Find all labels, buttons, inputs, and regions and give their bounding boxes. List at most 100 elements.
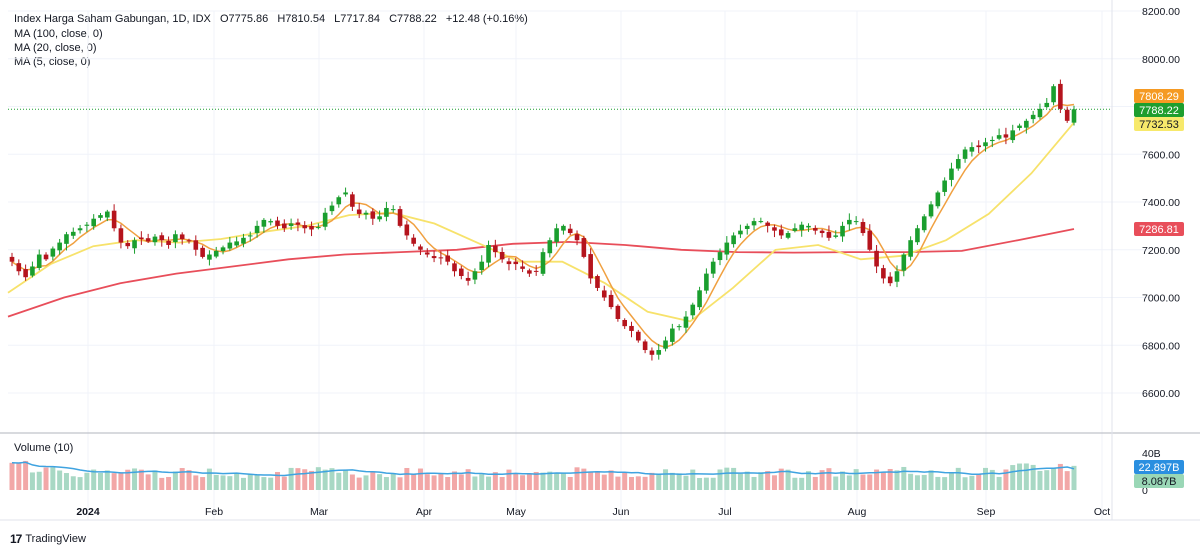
volume-bar [948,473,954,490]
symbol-title: Index Harga Saham Gabungan, 1D, IDX [14,13,211,25]
price-tick-label: 7400.00 [1142,197,1180,209]
candle-body [288,223,294,226]
candle-body [343,192,348,195]
tradingview-brand[interactable]: 17 TradingView [10,532,86,546]
candle-body [30,266,35,276]
ma20-legend[interactable]: MA (20, close, 0) [14,42,97,54]
candle-body [213,250,219,257]
candle-body [445,255,450,262]
volume-bar [404,467,410,490]
volume-bar [989,469,995,490]
volume-bar [104,470,110,490]
volume-bar [343,470,349,490]
volume-bar [635,476,641,490]
price-tick-label: 6800.00 [1142,340,1180,352]
ma100-legend[interactable]: MA (100, close, 0) [14,28,103,40]
volume-bar [560,472,566,490]
candle-body [57,242,62,251]
candle-body [731,235,736,245]
candle-body [642,341,648,351]
candle-body [990,139,995,142]
volume-ma-tag: 22.897B [1139,462,1180,474]
candle-body [785,233,791,238]
volume-bar [894,470,900,490]
price-tick-label: 7600.00 [1142,149,1180,161]
volume-bar [98,472,103,490]
candle-body [64,234,69,244]
time-tick-label: May [506,506,527,518]
brand-name: TradingView [25,533,86,545]
volume-bar [622,472,628,490]
candle-body [615,305,621,319]
candle-body [928,204,934,217]
candle-body [976,145,981,148]
volume-bar [138,469,144,490]
candle-body [125,242,131,247]
volume-bar [63,473,69,490]
candle-body [588,254,593,279]
candle-body [118,228,124,243]
volume-bar [833,476,839,490]
candle-body [527,270,532,274]
candle-body [275,220,280,226]
volume-bar [193,475,199,490]
chart-legend: Index Harga Saham Gabungan, 1D, IDX O777… [14,13,534,25]
candle-body [397,209,403,226]
candle-body [601,290,607,298]
volume-bar [172,471,178,490]
volume-bar [268,477,274,490]
volume-bar [642,476,648,490]
candle-body [697,290,702,308]
candle-body [595,276,600,288]
volume-bar [928,470,934,490]
volume-legend[interactable]: Volume (10) [14,442,74,454]
volume-bar [438,473,444,490]
volume-ma-line [11,461,1075,477]
price-tick-label: 8000.00 [1142,54,1180,66]
candle-body [91,218,96,227]
time-tick-label: 2024 [76,506,100,518]
candle-body [390,209,396,211]
candle-body [758,221,764,223]
candle-body [921,216,927,231]
candle-body [1051,86,1056,103]
time-tick-label: Jun [613,506,630,518]
volume-bar [234,473,240,490]
candle-body [751,221,757,226]
candle-body [234,241,239,246]
volume-bar [445,477,451,490]
time-tick-label: Sep [977,506,996,518]
volume-bar [397,477,403,490]
volume-bar [778,468,784,490]
candle-body [486,244,491,263]
ohlc-close: C7788.22 [389,13,437,25]
candle-body [717,252,723,261]
volume-bar [159,477,165,490]
volume-bar [853,469,859,490]
volume-bar [145,474,151,490]
volume-bar [540,472,546,490]
volume-bar [247,474,253,490]
candle-body [70,231,76,236]
candle-body [738,230,743,235]
volume-bar [166,476,172,490]
candle-body [9,256,15,262]
candle-body [316,227,321,229]
volume-bar [615,476,621,490]
volume-bar [914,475,920,490]
ma5-price-tag: 7808.29 [1139,91,1179,103]
candle-body [431,256,437,259]
candle-body [887,276,893,284]
time-tick-label: Mar [310,506,329,518]
volume-bar [690,469,696,490]
volume-bar [663,469,669,490]
ohlc-low: L7717.84 [334,13,381,25]
time-tick-label: Apr [416,506,433,518]
volume-tag-bg [1134,474,1184,488]
candle-body [241,237,246,244]
candle-body [465,277,471,281]
volume-bar [547,471,553,490]
volume-bar [942,477,948,490]
volume-bar [383,477,389,490]
